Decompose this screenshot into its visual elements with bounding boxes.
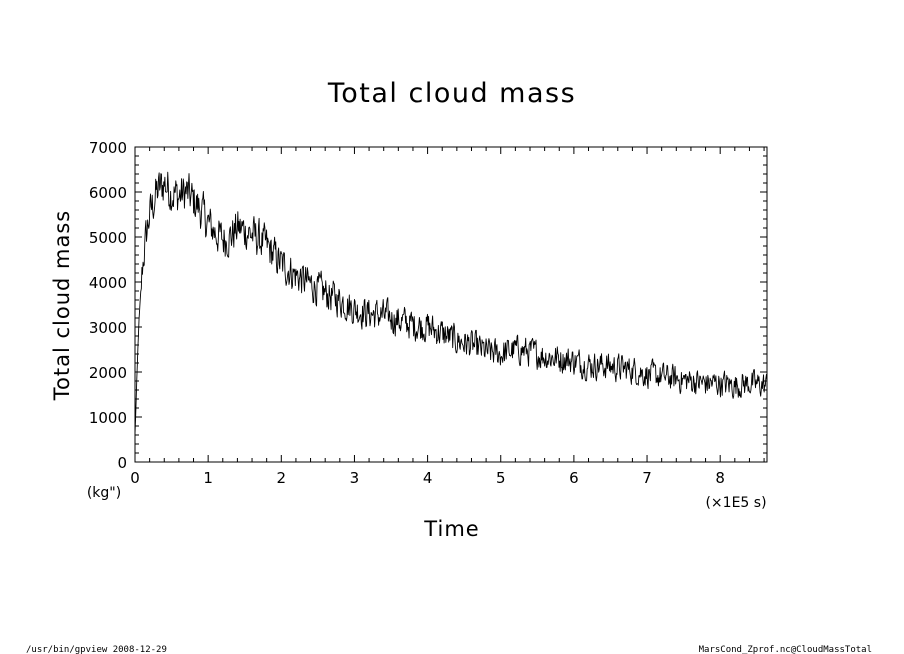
x-tick-label: 6 (569, 469, 579, 487)
x-axis-ticks: 0 1 2 3 4 5 6 7 8 (130, 147, 765, 487)
x-tick-label: 4 (423, 469, 433, 487)
plot-frame (134, 146, 768, 463)
y-tick-label: 5000 (89, 229, 127, 247)
chart-title: Total cloud mass (327, 78, 576, 109)
x-tick-label: 3 (350, 469, 360, 487)
footer-left: /usr/bin/gpview 2008-12-29 (26, 645, 167, 654)
x-tick-label: 2 (277, 469, 287, 487)
y-axis-units: (kg") (87, 485, 121, 501)
x-tick-label: 5 (496, 469, 506, 487)
footer-right: MarsCond_Zprof.nc@CloudMassTotal (699, 645, 872, 654)
y-axis-ticks: 0 1000 2000 3000 4000 5000 6000 7000 (89, 139, 767, 472)
series-layer (134, 171, 768, 435)
series-line (134, 171, 768, 435)
x-axis-label: Time (423, 517, 479, 541)
x-tick-label: 1 (203, 469, 213, 487)
x-axis-units: (×1E5 s) (705, 495, 766, 511)
y-tick-label: 6000 (89, 184, 127, 202)
y-tick-label: 1000 (89, 409, 127, 427)
y-tick-label: 7000 (89, 139, 127, 157)
x-tick-label: 8 (715, 469, 725, 487)
y-tick-label: 0 (117, 454, 127, 472)
y-tick-label: 4000 (89, 274, 127, 292)
y-axis-label: Total cloud mass (50, 210, 74, 401)
y-tick-label: 2000 (89, 364, 127, 382)
x-tick-label: 7 (642, 469, 652, 487)
x-tick-label: 0 (130, 469, 140, 487)
y-tick-label: 3000 (89, 319, 127, 337)
